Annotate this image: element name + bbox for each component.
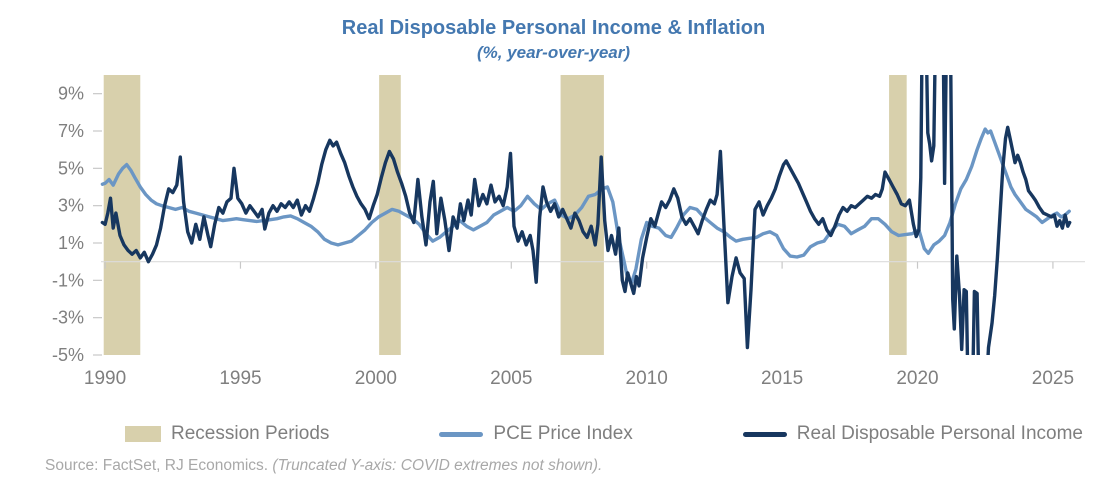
x-axis-label: 2010 [626, 368, 668, 389]
source-line: Source: FactSet, RJ Economics. (Truncate… [45, 457, 602, 475]
chart-legend: Recession Periods PCE Price Index Real D… [125, 420, 1083, 448]
x-axis-label: 2025 [1032, 368, 1074, 389]
x-axis-label: 2020 [896, 368, 938, 389]
y-axis-label: 5% [58, 158, 84, 178]
rdpi-line-swatch [742, 431, 787, 437]
x-axis-label: 2000 [355, 368, 397, 389]
legend-label: Real Disposable Personal Income [796, 423, 1083, 444]
y-axis-label: 3% [58, 196, 84, 216]
chart-subtitle: (%, year-over-year) [476, 43, 631, 62]
x-axis-label: 2005 [490, 368, 532, 389]
recession-band [889, 75, 907, 355]
legend-item-pce-price-index: PCE Price Index [439, 423, 633, 445]
recession-band-swatch [125, 426, 161, 442]
y-axis-label: 7% [58, 121, 84, 141]
y-axis-label: -3% [52, 308, 84, 328]
y-axis-label: 9% [58, 84, 84, 104]
legend-item-recession-periods: Recession Periods [125, 423, 329, 445]
real-disposable-personal-income-line [100, 75, 1072, 355]
legend-label: Recession Periods [171, 423, 330, 444]
legend-label: PCE Price Index [493, 423, 633, 444]
y-axis-label: -1% [52, 270, 84, 290]
source-text: Source: FactSet, RJ Economics. [45, 457, 273, 474]
chart-title: Real Disposable Personal Income & Inflat… [341, 17, 766, 39]
legend-item-rdpi: Real Disposable Personal Income [742, 423, 1083, 445]
recession-band [103, 75, 141, 355]
x-axis-label: 1995 [219, 368, 261, 389]
x-axis-label: 1990 [84, 368, 126, 389]
x-axis-label: 2015 [761, 368, 803, 389]
recession-band [379, 75, 401, 355]
y-axis-label: -5% [52, 345, 84, 365]
pce-line-swatch [439, 431, 484, 437]
y-axis-label: 1% [58, 233, 84, 253]
pce-price-index-line [100, 127, 1071, 284]
source-note: (Truncated Y-axis: COVID extremes not sh… [272, 457, 603, 474]
